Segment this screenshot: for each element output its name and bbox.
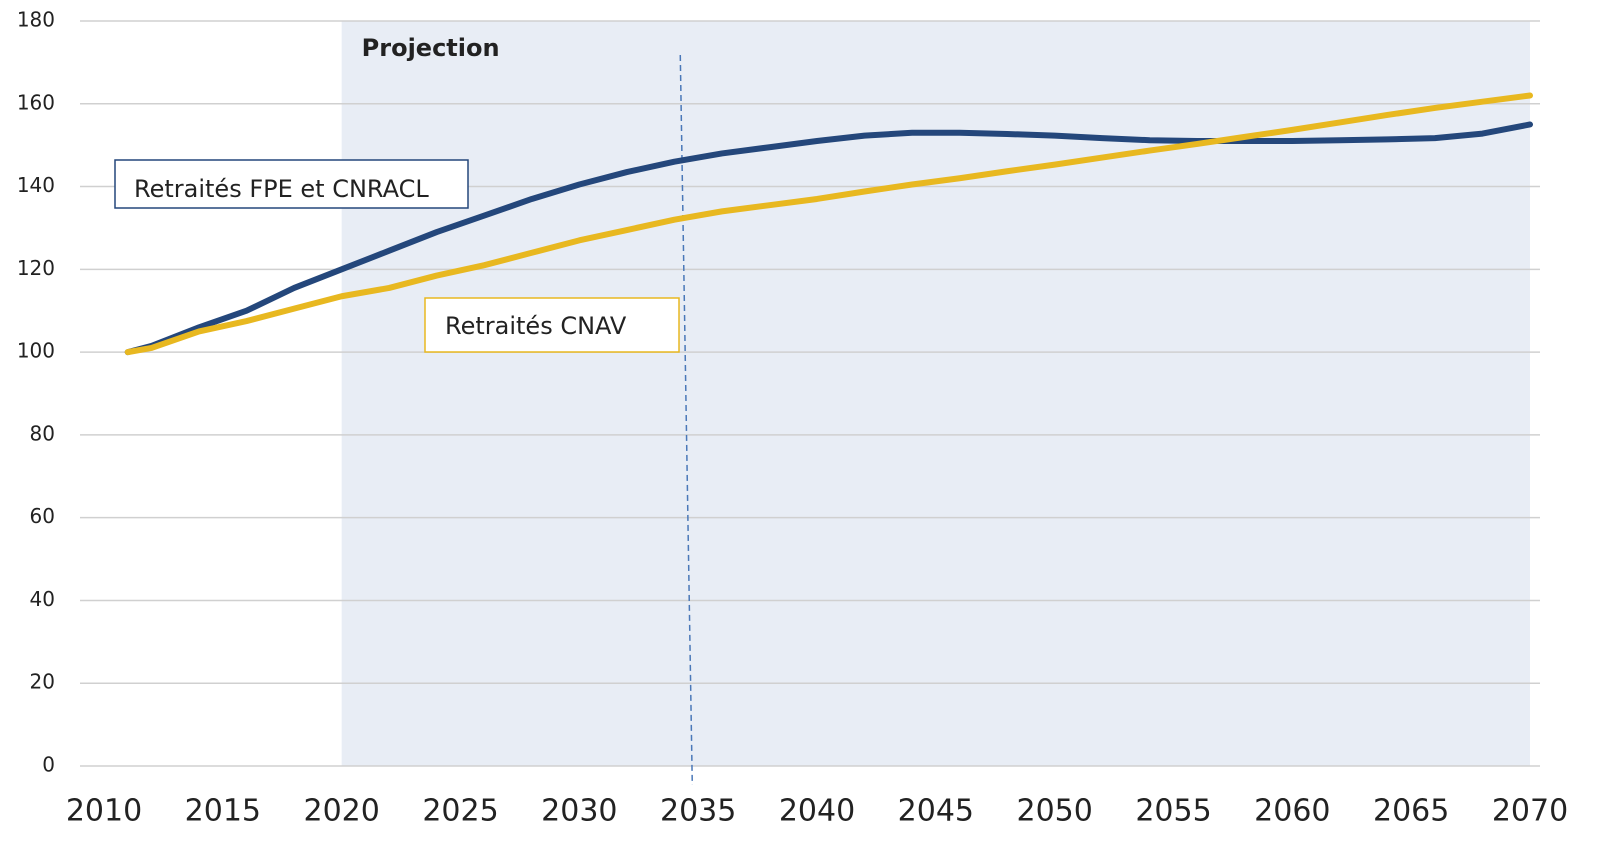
y-tick-label: 140: [17, 173, 55, 197]
y-tick-label: 0: [42, 753, 55, 777]
x-tick-label: 2030: [541, 794, 617, 829]
y-tick-label: 80: [30, 421, 55, 445]
y-tick-label: 160: [17, 90, 55, 114]
x-tick-label: 2020: [303, 794, 379, 829]
series-line: [124, 121, 1533, 356]
series-label-box: [114, 159, 469, 209]
x-tick-label: 2040: [779, 794, 855, 829]
x-tick-label: 2025: [422, 794, 498, 829]
x-tick-label: 2045: [898, 794, 974, 829]
reference-line: [679, 54, 694, 786]
x-tick-label: 2010: [66, 794, 142, 829]
x-tick-label: 2065: [1373, 794, 1449, 829]
x-tick-label: 2055: [1135, 794, 1211, 829]
y-tick-label: 100: [17, 339, 55, 363]
y-tick-label: 120: [17, 256, 55, 280]
series-label: Retraités FPE et CNRACL: [134, 175, 429, 203]
y-tick-label: 180: [17, 8, 55, 32]
x-tick-label: 2060: [1254, 794, 1330, 829]
projection-label: Projection: [362, 34, 500, 62]
y-tick-label: 20: [30, 670, 55, 694]
x-tick-label: 2070: [1492, 794, 1568, 829]
series-label-box: [424, 297, 680, 353]
projection-area: [341, 21, 1531, 766]
series-line: [124, 92, 1533, 356]
y-tick-label: 40: [30, 587, 55, 611]
series-label: Retraités CNAV: [445, 312, 627, 340]
x-tick-label: 2050: [1016, 794, 1092, 829]
x-tick-label: 2015: [185, 794, 261, 829]
y-tick-label: 60: [30, 504, 55, 528]
x-tick-label: 2035: [660, 794, 736, 829]
